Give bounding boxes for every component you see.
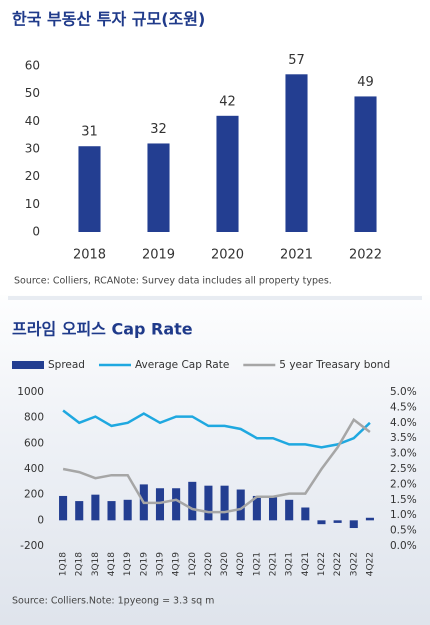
data-label: 31: [81, 125, 98, 140]
bar: [285, 74, 308, 232]
legend-label: Spread: [48, 359, 85, 371]
line-series: [62, 417, 371, 514]
y-tick-label: 40: [25, 114, 40, 128]
y-tick-label: 1000: [17, 386, 44, 398]
x-tick-label: 1Q19: [123, 552, 133, 577]
x-tick-label: 2Q18: [75, 552, 85, 577]
bar: [365, 517, 374, 521]
y-tick-label: 800: [24, 412, 44, 424]
y-tick-label: 0: [37, 514, 44, 526]
y2-tick-label: 5.0%: [390, 386, 417, 398]
x-tick-label: 2021: [280, 248, 313, 263]
bar: [75, 501, 84, 521]
bar: [301, 507, 310, 521]
y2-tick-label: 3.0%: [390, 448, 417, 460]
y-tick-label: 600: [24, 437, 44, 449]
y2-tick-label: 0.5%: [390, 525, 417, 537]
bar: [317, 520, 326, 525]
x-tick-label: 2Q20: [204, 552, 214, 577]
bar: [155, 488, 165, 521]
bar: [354, 96, 377, 232]
x-tick-label: 2018: [73, 248, 106, 263]
divider: [8, 296, 422, 300]
y2-tick-label: 4.5%: [390, 401, 417, 413]
x-tick-label: 2Q19: [139, 552, 149, 577]
x-tick-label: 4Q19: [172, 552, 182, 577]
x-tick-label: 1Q20: [188, 552, 198, 577]
x-tick-label: 3Q20: [220, 552, 230, 577]
bar: [236, 489, 245, 521]
data-label: 32: [150, 122, 167, 137]
y-tick-label: 200: [24, 489, 44, 501]
y-tick-label: -200: [20, 540, 44, 552]
legend-swatch: [12, 361, 44, 369]
bar: [78, 146, 101, 232]
y-tick-label: 50: [25, 86, 40, 100]
x-tick-label: 2Q22: [333, 552, 343, 576]
y2-tick-label: 2.5%: [390, 463, 417, 475]
x-tick-label: 2Q21: [269, 552, 279, 576]
bar: [216, 115, 239, 232]
y2-tick-label: 3.5%: [390, 432, 417, 444]
x-tick-label: 1Q22: [317, 552, 327, 576]
y-tick-label: 30: [25, 142, 40, 156]
y-tick-label: 400: [24, 463, 44, 475]
y2-tick-label: 0.0%: [390, 540, 417, 552]
chart-title: 한국 부동산 투자 규모(조원): [12, 10, 205, 29]
bar: [123, 499, 132, 521]
legend-label: Average Cap Rate: [135, 359, 229, 371]
x-tick-label: 3Q22: [349, 552, 359, 576]
x-tick-label: 2019: [142, 248, 175, 263]
x-tick-label: 4Q21: [301, 552, 311, 576]
x-tick-label: 1Q18: [59, 552, 69, 577]
x-tick-label: 3Q18: [91, 552, 101, 577]
y2-tick-label: 4.0%: [390, 417, 417, 429]
y2-tick-label: 2.0%: [390, 478, 417, 490]
chart-title: 프라임 오피스 Cap Rate: [12, 320, 193, 339]
x-tick-label: 4Q18: [107, 552, 117, 577]
y2-tick-label: 1.0%: [390, 509, 417, 521]
line-series: [62, 409, 371, 449]
bar: [107, 501, 116, 521]
bar: [172, 488, 181, 521]
data-label: 49: [357, 75, 374, 90]
bar: [188, 481, 197, 521]
data-label: 42: [219, 94, 236, 109]
bar: [285, 499, 294, 521]
bar: [204, 485, 213, 521]
bar: [268, 497, 278, 521]
y-tick-label: 20: [25, 169, 40, 183]
x-tick-label: 3Q21: [285, 552, 295, 576]
y-tick-label: 0: [32, 225, 40, 239]
y2-tick-label: 1.5%: [390, 494, 417, 506]
bar: [220, 485, 229, 521]
bar: [252, 495, 261, 521]
bar: [147, 143, 170, 232]
x-tick-label: 4Q20: [236, 552, 246, 577]
y-tick-label: 10: [25, 197, 40, 211]
bar: [59, 495, 68, 521]
x-tick-label: 2020: [211, 248, 244, 263]
legend-label: 5 year Treasary bond: [279, 359, 390, 371]
note: Source: Colliers, RCANote: Survey data i…: [14, 276, 332, 287]
x-tick-label: 1Q21: [252, 552, 262, 576]
x-tick-label: 3Q19: [155, 552, 165, 577]
x-tick-label: 4Q22: [365, 552, 375, 576]
bar: [333, 520, 342, 523]
bar: [91, 494, 100, 521]
data-label: 57: [288, 53, 305, 68]
bar: [349, 520, 358, 529]
y-tick-label: 60: [25, 59, 40, 73]
note: Source: Colliers.Note: 1pyeong = 3.3 sq …: [12, 596, 214, 607]
x-tick-label: 2022: [349, 248, 382, 263]
